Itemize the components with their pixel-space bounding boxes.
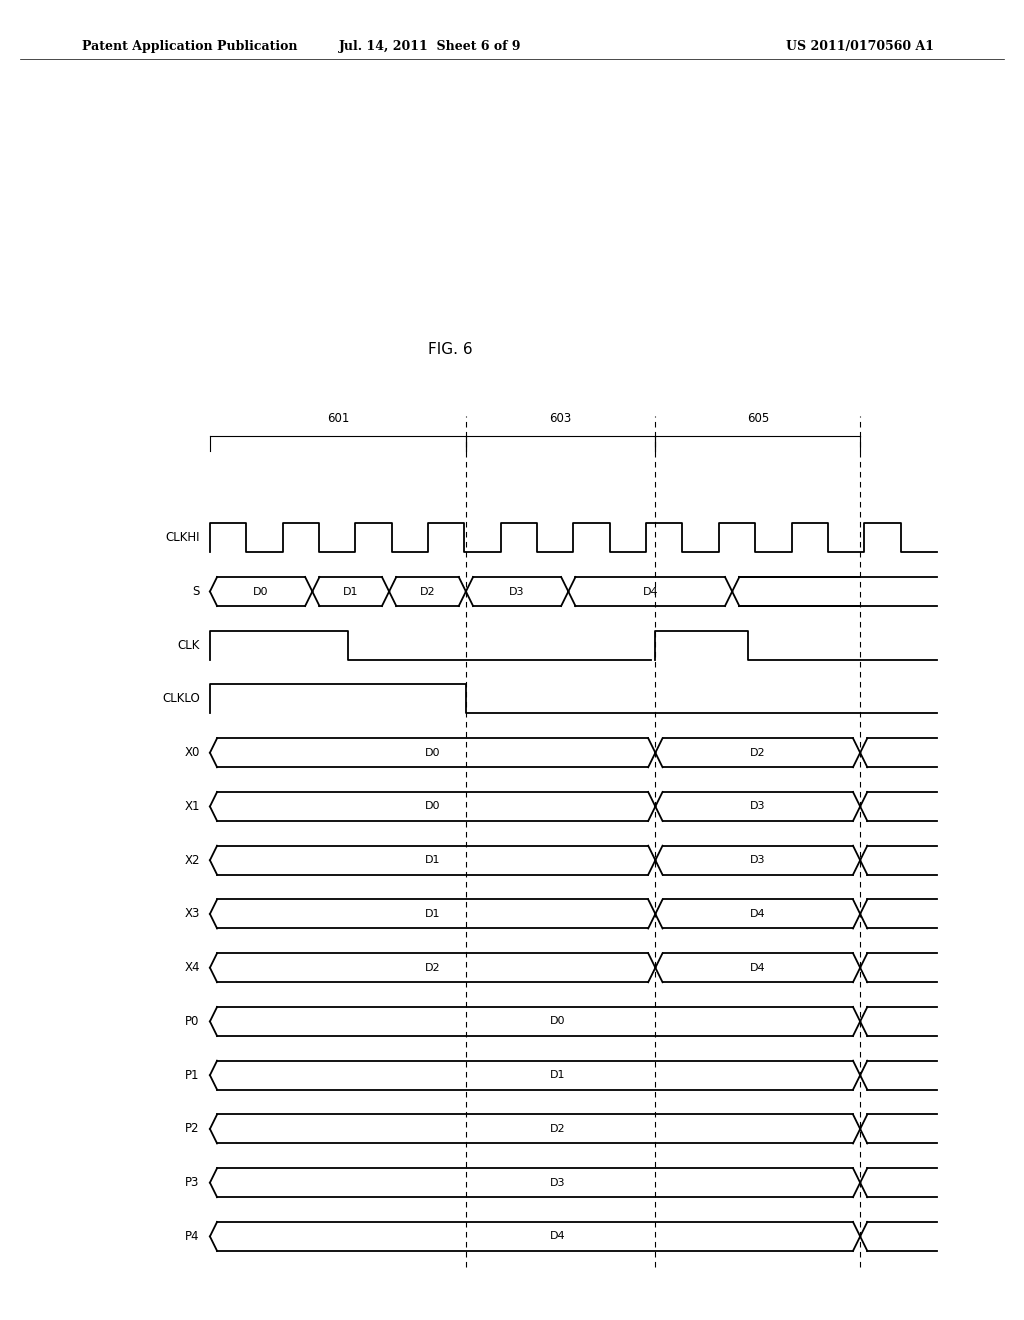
Text: D3: D3: [750, 801, 766, 812]
Text: 601: 601: [327, 412, 349, 425]
Text: D0: D0: [550, 1016, 566, 1027]
Text: FIG. 6: FIG. 6: [428, 342, 473, 358]
Text: Jul. 14, 2011  Sheet 6 of 9: Jul. 14, 2011 Sheet 6 of 9: [339, 40, 521, 53]
Text: D1: D1: [343, 586, 358, 597]
Text: P2: P2: [185, 1122, 200, 1135]
Text: X1: X1: [184, 800, 200, 813]
Text: CLKHI: CLKHI: [165, 531, 200, 544]
Text: D4: D4: [750, 909, 766, 919]
Text: D1: D1: [425, 909, 440, 919]
Text: D2: D2: [425, 962, 440, 973]
Text: D1: D1: [550, 1071, 566, 1080]
Text: D2: D2: [550, 1123, 566, 1134]
Text: CLKLO: CLKLO: [162, 693, 200, 705]
Text: D3: D3: [750, 855, 766, 865]
Text: Patent Application Publication: Patent Application Publication: [82, 40, 297, 53]
Text: P3: P3: [185, 1176, 200, 1189]
Text: S: S: [193, 585, 200, 598]
Text: D4: D4: [642, 586, 658, 597]
Text: X2: X2: [184, 854, 200, 867]
Text: X0: X0: [184, 746, 200, 759]
Text: D3: D3: [550, 1177, 566, 1188]
Text: D0: D0: [253, 586, 269, 597]
Text: P1: P1: [185, 1069, 200, 1081]
Text: D2: D2: [750, 747, 766, 758]
Text: X3: X3: [184, 907, 200, 920]
Text: D1: D1: [425, 855, 440, 865]
Text: D0: D0: [425, 801, 440, 812]
Text: D4: D4: [750, 962, 766, 973]
Text: D3: D3: [509, 586, 525, 597]
Text: D4: D4: [550, 1232, 566, 1241]
Text: P0: P0: [185, 1015, 200, 1028]
Text: CLK: CLK: [177, 639, 200, 652]
Text: 603: 603: [550, 412, 571, 425]
Text: X4: X4: [184, 961, 200, 974]
Text: P4: P4: [185, 1230, 200, 1243]
Text: US 2011/0170560 A1: US 2011/0170560 A1: [786, 40, 934, 53]
Text: D2: D2: [420, 586, 435, 597]
Text: D0: D0: [425, 747, 440, 758]
Text: 605: 605: [746, 412, 769, 425]
